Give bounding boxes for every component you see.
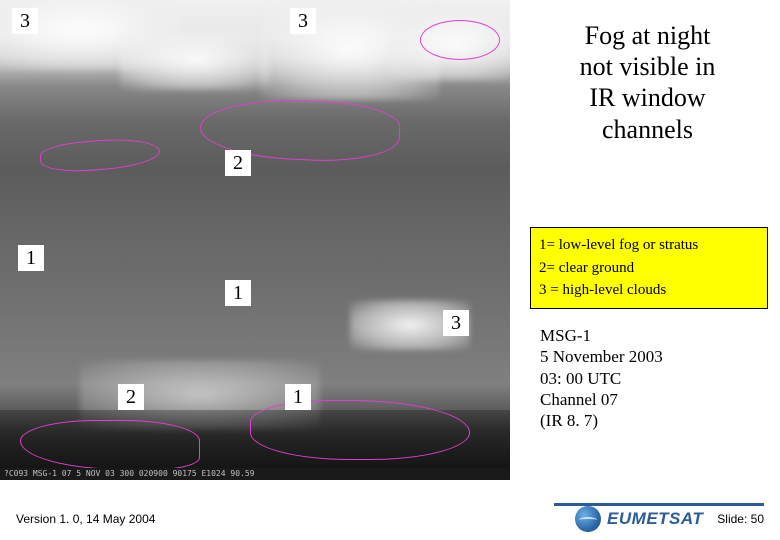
version-text: Version 1. 0, 14 May 2004: [16, 512, 155, 526]
slide-number: Slide: 50: [717, 512, 764, 526]
region-marker-2: 2: [118, 384, 144, 410]
eumetsat-logo: EUMETSAT: [575, 506, 703, 532]
region-marker-1: 1: [225, 280, 251, 306]
legend-item-1: 1= low-level fog or stratus: [539, 234, 759, 257]
logo-text: EUMETSAT: [607, 509, 703, 529]
region-marker-2: 2: [225, 150, 251, 176]
caption-line: (IR 8. 7): [540, 410, 760, 431]
region-marker-1: 1: [18, 245, 44, 271]
slide-container: 3 3 2 1 1 3 2 1 ?C093 MSG-1 07 5 NOV 03 …: [0, 0, 780, 540]
region-marker-1: 1: [285, 384, 311, 410]
globe-icon: [575, 506, 601, 532]
region-marker-3: 3: [443, 310, 469, 336]
title-line: IR window: [535, 82, 760, 113]
cloud-region: [120, 30, 270, 90]
slide-footer: Version 1. 0, 14 May 2004 EUMETSAT Slide…: [0, 502, 780, 540]
image-status-bar: ?C093 MSG-1 07 5 NOV 03 300 020900 90175…: [0, 468, 510, 480]
region-marker-3: 3: [290, 8, 316, 34]
caption-line: Channel 07: [540, 389, 760, 410]
footer-right: EUMETSAT Slide: 50: [575, 506, 764, 532]
image-caption: MSG-1 5 November 2003 03: 00 UTC Channel…: [540, 325, 760, 431]
caption-line: MSG-1: [540, 325, 760, 346]
legend-item-3: 3 = high-level clouds: [539, 279, 759, 302]
caption-line: 03: 00 UTC: [540, 368, 760, 389]
title-line: not visible in: [535, 51, 760, 82]
legend-item-2: 2= clear ground: [539, 257, 759, 280]
legend-box: 1= low-level fog or stratus 2= clear gro…: [530, 227, 768, 309]
caption-line: 5 November 2003: [540, 346, 760, 367]
coastline-outline: [420, 20, 500, 60]
title-line: channels: [535, 114, 760, 145]
satellite-ir-image: 3 3 2 1 1 3 2 1 ?C093 MSG-1 07 5 NOV 03 …: [0, 0, 510, 480]
title-line: Fog at night: [535, 20, 760, 51]
coastline-outline: [39, 135, 161, 175]
coastline-outline: [250, 400, 470, 460]
slide-title: Fog at night not visible in IR window ch…: [535, 20, 760, 145]
region-marker-3: 3: [12, 8, 38, 34]
